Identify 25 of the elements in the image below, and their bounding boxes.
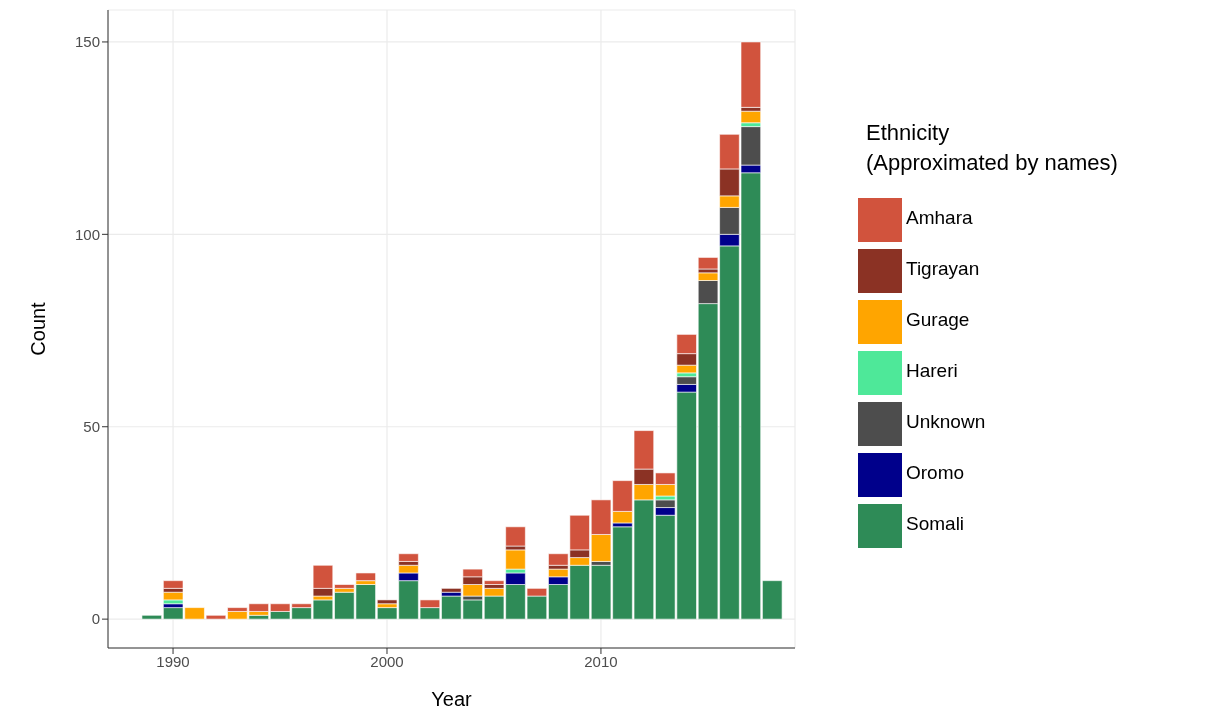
- bar: [355, 572, 376, 581]
- legend-label: Amhara: [906, 207, 973, 228]
- legend-label: Oromo: [906, 462, 965, 483]
- legend-label: Hareri: [906, 360, 958, 381]
- legend-label: Somali: [906, 513, 965, 534]
- bar: [505, 526, 526, 547]
- x-tick-label: 1990: [156, 652, 190, 670]
- legend-label: Gurage: [906, 309, 970, 330]
- legend-label: Tigrayan: [906, 258, 980, 279]
- y-tick-label: 0: [91, 610, 100, 628]
- x-axis-title: Year: [431, 688, 473, 710]
- x-tick-label: 2000: [370, 652, 404, 670]
- legend-title: Ethnicity (Approximated by names): [866, 119, 1118, 177]
- y-tick-label: 50: [83, 418, 100, 436]
- bar: [740, 110, 761, 124]
- bar: [163, 580, 184, 589]
- bar: [163, 591, 184, 601]
- y-axis-title: Count: [27, 301, 50, 356]
- bar: [740, 41, 761, 108]
- y-tick-label: 100: [74, 225, 100, 243]
- legend-label: Unknown: [906, 411, 986, 432]
- bar: [398, 553, 419, 562]
- bar: [505, 549, 526, 570]
- x-tick-label: 2010: [584, 652, 618, 670]
- y-tick-label: 150: [74, 33, 100, 51]
